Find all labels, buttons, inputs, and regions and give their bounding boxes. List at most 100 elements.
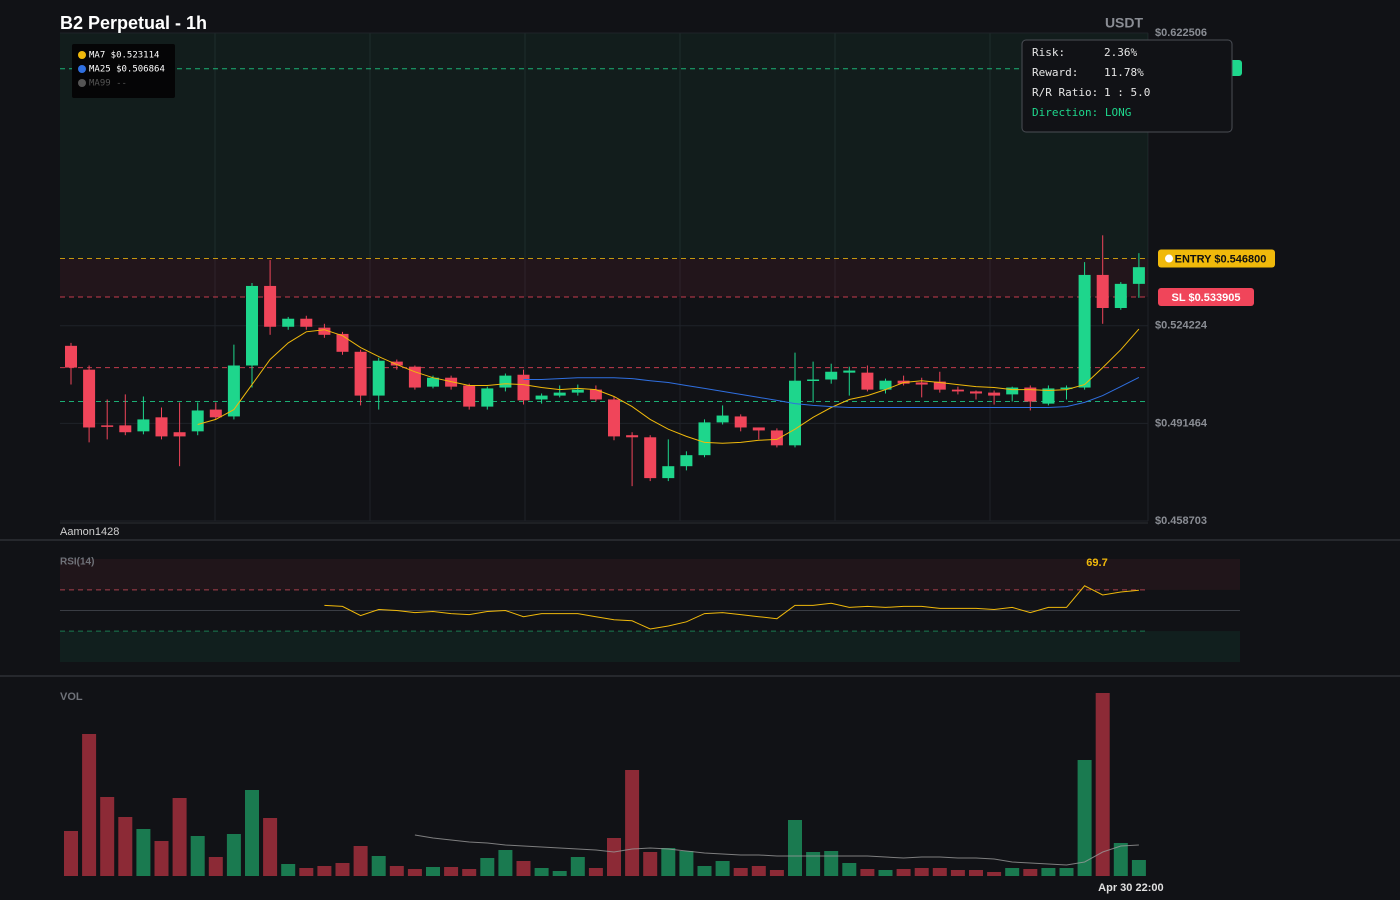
candle-body (970, 391, 982, 394)
vertical-grid (214, 33, 1149, 521)
volume-bar (788, 820, 802, 876)
volume-bar (643, 852, 658, 876)
candle-body (988, 392, 1001, 396)
volume-bar (335, 863, 350, 876)
volume-bar (896, 869, 911, 876)
candle-body (137, 419, 150, 432)
candle-body (119, 425, 132, 433)
candle-body (716, 415, 729, 423)
candle-body (481, 388, 494, 407)
risk-box (1021, 39, 1233, 133)
volume-bar (969, 870, 983, 876)
volume-bar (878, 870, 893, 876)
volume-bar (914, 868, 929, 876)
candle-body (1024, 387, 1037, 402)
candle-body (83, 369, 96, 428)
y-tick-label: $0.458703 (1155, 515, 1207, 527)
volume-bar (498, 850, 513, 876)
y-tick-label: $0.491464 (1155, 417, 1208, 429)
volume-bar (1005, 868, 1020, 876)
candle-body (589, 389, 602, 400)
volume-bar (371, 856, 386, 876)
volume-bar (987, 872, 1002, 876)
volume-bar (769, 870, 784, 876)
volume-bar (842, 863, 857, 876)
candle-body (65, 345, 77, 368)
watermark: Aamon1428 (60, 526, 119, 538)
risk-label: Risk: (1032, 46, 1065, 59)
volume-bar (1023, 869, 1038, 876)
legend-label: MA7 $0.523114 (89, 51, 159, 61)
candle-body (408, 366, 421, 388)
legend (72, 44, 175, 98)
candle-body (1060, 387, 1073, 390)
volume-bar (281, 864, 296, 876)
candle-body (861, 372, 874, 390)
candle-body (445, 377, 458, 387)
volume-bar (625, 770, 640, 876)
candle-body (372, 360, 385, 396)
volume-bar (82, 734, 97, 876)
volume-bar (263, 818, 278, 876)
entry-dot (1165, 254, 1173, 263)
volume-bar (1059, 868, 1074, 876)
candle-body (246, 285, 258, 366)
volume-bar (172, 798, 187, 876)
candle-body (770, 430, 783, 446)
candle-body (1078, 274, 1091, 388)
volume-bar (407, 869, 422, 876)
volume-bar (751, 866, 766, 876)
volume-bar (661, 848, 676, 876)
direction: Direction: LONG (1032, 106, 1131, 119)
candle-body (1114, 283, 1127, 308)
volume-bar (1077, 760, 1092, 876)
candle-body (626, 435, 639, 438)
volume-bar (679, 851, 694, 876)
legend-dot (78, 65, 86, 73)
level-tag (1158, 287, 1254, 306)
risk-zone (60, 258, 1148, 297)
candle-body (734, 416, 747, 428)
volume-bar (715, 861, 730, 876)
candle-body (173, 432, 186, 437)
candle-body (427, 377, 439, 387)
candle-body (390, 361, 403, 366)
y-tick-label: $0.622506 (1155, 27, 1207, 39)
candle-body (282, 318, 295, 327)
candle-body (698, 422, 711, 456)
volume-bar (154, 841, 169, 876)
plot (60, 32, 1240, 876)
volume-bar (697, 866, 712, 876)
candle-body (825, 371, 838, 380)
candle-body (101, 425, 114, 427)
ma-line (197, 328, 1140, 444)
candle-body (553, 392, 566, 396)
volume-bar (588, 868, 603, 876)
candle-body (807, 379, 820, 381)
candle-body (571, 389, 584, 393)
candle-body (752, 427, 765, 431)
legend-dot (78, 79, 86, 87)
candle-body (209, 409, 222, 418)
rsi-line (324, 585, 1139, 630)
reward-value: 11.78% (1104, 66, 1144, 79)
volume-bar (950, 870, 965, 876)
candle-body (517, 374, 530, 401)
candle-body (608, 399, 620, 437)
candle-body (644, 437, 657, 479)
currency: USDT (1105, 15, 1144, 31)
volume-bar (1113, 843, 1128, 876)
volume-bar (932, 868, 947, 876)
candle-body (300, 318, 313, 327)
candle-body (1096, 274, 1109, 308)
candle-body (1006, 387, 1019, 395)
candle-body (680, 455, 693, 467)
volume-bar (824, 851, 839, 876)
volume-bar (353, 846, 368, 876)
volume-bar (190, 836, 205, 876)
y-tick-label: $0.524224 (1155, 320, 1208, 332)
volume-bar (299, 868, 314, 876)
legend-box (72, 44, 175, 98)
candle-body (336, 333, 349, 352)
volume-bar (534, 868, 549, 876)
